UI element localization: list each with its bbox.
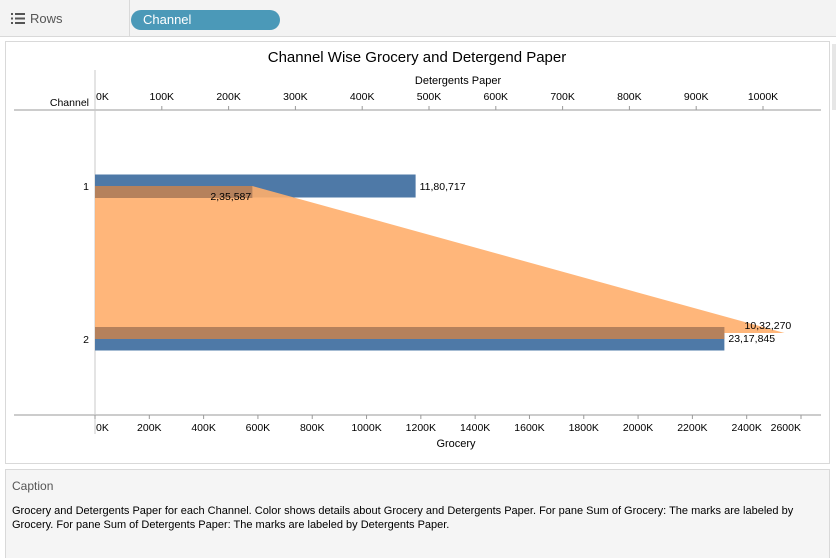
- top-axis-tick-label: 600K: [484, 91, 509, 103]
- detergents-paper-area: [95, 186, 785, 333]
- bottom-axis-tick-label: 400K: [191, 422, 216, 434]
- top-axis-tick-label: 700K: [550, 91, 575, 103]
- channel-pill[interactable]: Channel: [131, 10, 280, 30]
- bottom-axis-tick-label: 1200K: [406, 422, 436, 434]
- top-axis-tick-label: 0K: [96, 91, 109, 103]
- top-axis-tick-label: 900K: [684, 91, 709, 103]
- detergents-data-label: 2,35,587: [210, 191, 251, 203]
- bottom-axis-tick-label: 1000K: [351, 422, 381, 434]
- scrollbar[interactable]: [832, 44, 836, 110]
- category-label: 1: [83, 181, 89, 193]
- category-label: 2: [83, 334, 89, 346]
- rows-shelf: Rows Channel: [0, 0, 836, 37]
- detergents-data-label: 10,32,270: [745, 320, 792, 332]
- chart-title: Channel Wise Grocery and Detergend Paper: [268, 49, 567, 66]
- top-axis-tick-label: 400K: [350, 91, 375, 103]
- bottom-axis-tick-label: 2000K: [623, 422, 653, 434]
- caption-panel: Caption Grocery and Detergents Paper for…: [5, 469, 830, 558]
- top-axis-tick-label: 500K: [417, 91, 442, 103]
- grocery-data-label: 11,80,717: [420, 181, 466, 193]
- rows-shelf-header: Rows: [0, 0, 130, 36]
- top-axis-tick-label: 100K: [150, 91, 175, 103]
- top-axis-tick-label: 200K: [216, 91, 241, 103]
- top-axis-tick-label: 800K: [617, 91, 642, 103]
- list-icon: [11, 13, 25, 24]
- bottom-axis-tick-label: 2200K: [677, 422, 707, 434]
- bottom-axis-tick-label: 1600K: [514, 422, 544, 434]
- chart-panel: Channel Wise Grocery and Detergend Paper…: [5, 41, 830, 464]
- top-axis-tick-label: 1000K: [748, 91, 778, 103]
- bottom-axis-tick-label: 2600K: [771, 422, 801, 434]
- bottom-axis-tick-label: 200K: [137, 422, 162, 434]
- caption-title: Caption: [12, 479, 54, 493]
- caption-text: Grocery and Detergents Paper for each Ch…: [12, 505, 794, 531]
- bottom-axis-tick-label: 1800K: [569, 422, 599, 434]
- bottom-axis-tick-label: 600K: [246, 422, 271, 434]
- grocery-data-label: 23,17,845: [728, 333, 775, 345]
- bottom-axis-label: Grocery: [436, 438, 476, 450]
- row-header: Channel: [50, 97, 89, 109]
- bottom-axis-tick-label: 800K: [300, 422, 325, 434]
- overlap-band: [95, 327, 725, 339]
- top-axis-tick-label: 300K: [283, 91, 308, 103]
- rows-label: Rows: [30, 11, 63, 26]
- bottom-axis-tick-label: 1400K: [460, 422, 490, 434]
- chart: Channel Wise Grocery and Detergend Paper…: [14, 49, 821, 450]
- bottom-axis-tick-label: 2400K: [732, 422, 762, 434]
- bottom-axis-tick-label: 0K: [96, 422, 109, 434]
- overlap-band: [95, 186, 253, 198]
- top-axis-label: Detergents Paper: [415, 75, 502, 87]
